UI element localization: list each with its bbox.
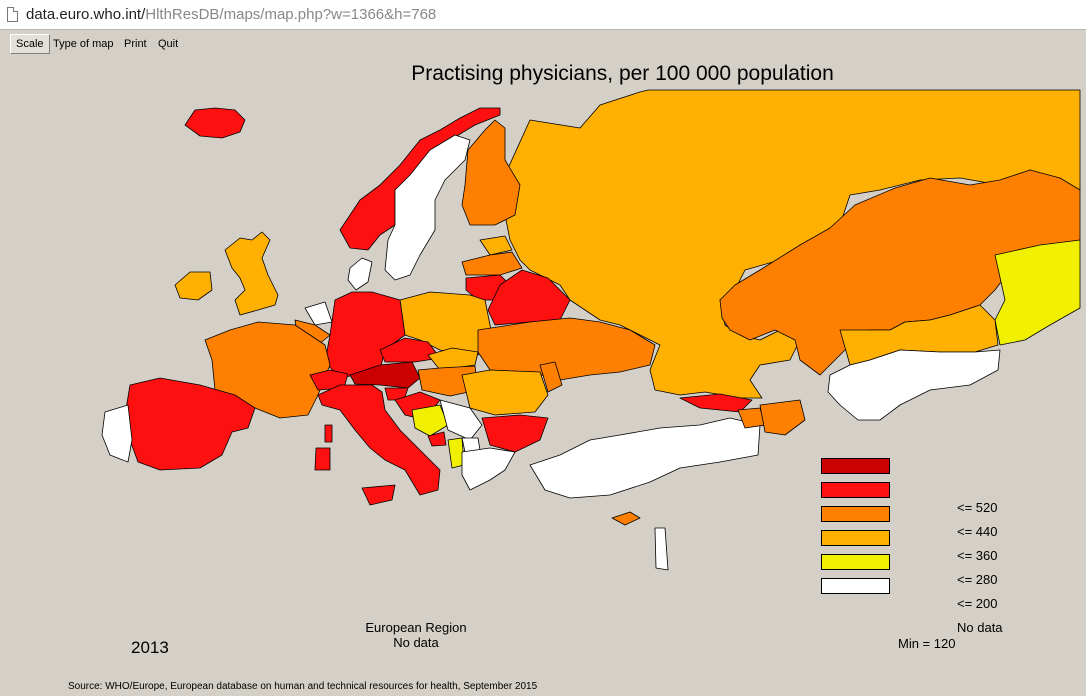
region-cyprus [611, 511, 641, 526]
url-text[interactable]: data.euro.who.int/HlthResDB/maps/map.php… [26, 6, 436, 23]
legend-swatch-gt520 [821, 458, 890, 474]
min-value: Min = 120 [898, 636, 956, 651]
region-estonia [479, 235, 513, 256]
legend-swatch-le520 [821, 482, 890, 498]
legend-label-le360: <= 360 [957, 548, 998, 563]
region-austria [349, 361, 421, 389]
region-bosnia [411, 404, 449, 437]
page-icon [7, 7, 18, 22]
region-denmark [347, 257, 373, 291]
region-latvia [461, 251, 523, 276]
region-greece [461, 447, 516, 491]
region-ireland [174, 271, 213, 301]
legend-label-le440: <= 440 [957, 524, 998, 539]
region-netherlands [304, 301, 333, 326]
region-corsica [324, 424, 333, 443]
region-uk [224, 231, 279, 316]
european-region-summary: European Region No data [340, 620, 492, 650]
region-sweden [384, 134, 471, 281]
legend-swatch-le280 [821, 554, 890, 570]
region-azerbaijan [759, 399, 806, 436]
region-sicily [361, 484, 396, 506]
region-slovakia [427, 347, 479, 371]
region-moldova [539, 361, 563, 393]
legend-swatch-le200 [821, 578, 890, 594]
region-romania [461, 369, 549, 416]
menu-scale-button[interactable]: Scale [10, 34, 50, 54]
legend-label-le280: <= 280 [957, 572, 998, 587]
legend-swatch-le440 [821, 506, 890, 522]
region-serbia [439, 399, 483, 441]
region-georgia [679, 393, 753, 413]
legend-label-le520: <= 520 [957, 500, 998, 515]
region-value: No data [393, 635, 439, 650]
source-note: Source: WHO/Europe, European database on… [68, 681, 538, 692]
region-turkey [529, 417, 761, 499]
region-bulgaria [481, 414, 549, 453]
menu-print-button[interactable]: Print [124, 38, 147, 50]
menu-type-of-map-button[interactable]: Type of map [53, 38, 114, 50]
legend-swatch-le360 [821, 530, 890, 546]
legend-label-no-data: No data [957, 620, 1003, 635]
region-iceland [184, 107, 246, 139]
region-montenegro [427, 431, 447, 447]
region-portugal [101, 404, 133, 463]
region-turkmenistan [827, 349, 1001, 421]
region-finland [461, 119, 521, 226]
region-sardinia [314, 447, 331, 471]
region-kazakhstan [719, 169, 1081, 376]
region-label: European Region [365, 620, 467, 635]
map-year: 2013 [131, 638, 169, 657]
region-kyrgyzstan [994, 239, 1081, 346]
address-bar[interactable]: data.euro.who.int/HlthResDB/maps/map.php… [0, 0, 1086, 30]
region-israel [654, 527, 669, 571]
url-path: HlthResDB/maps/map.php?w=1366&h=768 [145, 6, 437, 23]
region-switzerland [309, 369, 349, 391]
region-norway [339, 107, 501, 251]
legend-label-le200: <= 200 [957, 596, 998, 611]
menu-quit-button[interactable]: Quit [158, 38, 179, 50]
region-italy [317, 384, 441, 496]
url-host: data.euro.who.int/ [26, 6, 146, 23]
map-title: Practising physicians, per 100 000 popul… [411, 62, 834, 85]
